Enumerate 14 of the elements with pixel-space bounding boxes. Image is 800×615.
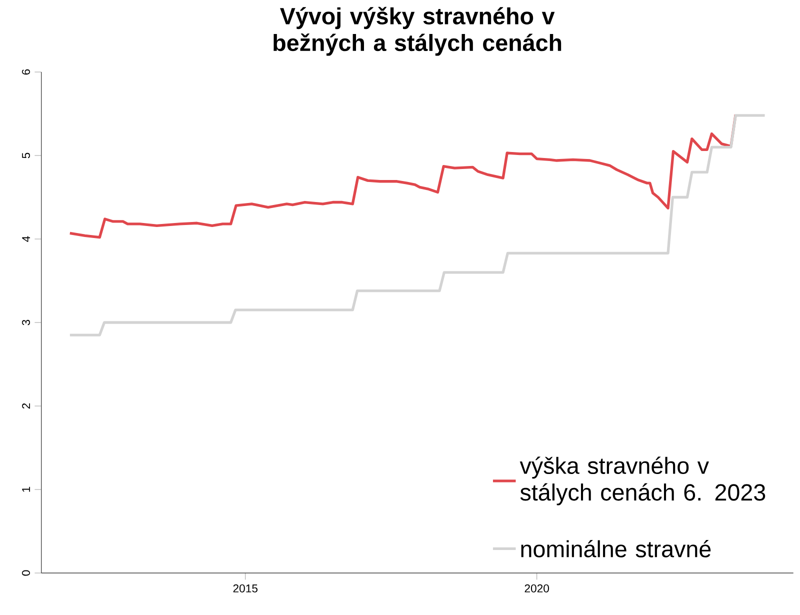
chart-title: Vývoj výšky stravného v bežných a stálych cenách [274, 6, 562, 56]
line-series [68, 114, 766, 336]
y-tick-label: 3 [22, 320, 30, 326]
legend-label: nominálne stravné [521, 540, 711, 558]
legend-label: výška stravného v stálych cenách 6. 2023 [520, 456, 766, 506]
y-tick-label: 5 [22, 152, 30, 158]
x-tick-label: 2015 [233, 584, 258, 592]
x-tick-label: 2020 [524, 584, 549, 592]
y-tick-label: 4 [22, 236, 30, 242]
y-tick-label: 2 [22, 403, 30, 409]
y-tick-label: 0 [22, 570, 30, 576]
y-tick-label: 6 [22, 69, 30, 75]
line-series [68, 113, 737, 239]
y-tick-label: 1 [22, 486, 30, 492]
